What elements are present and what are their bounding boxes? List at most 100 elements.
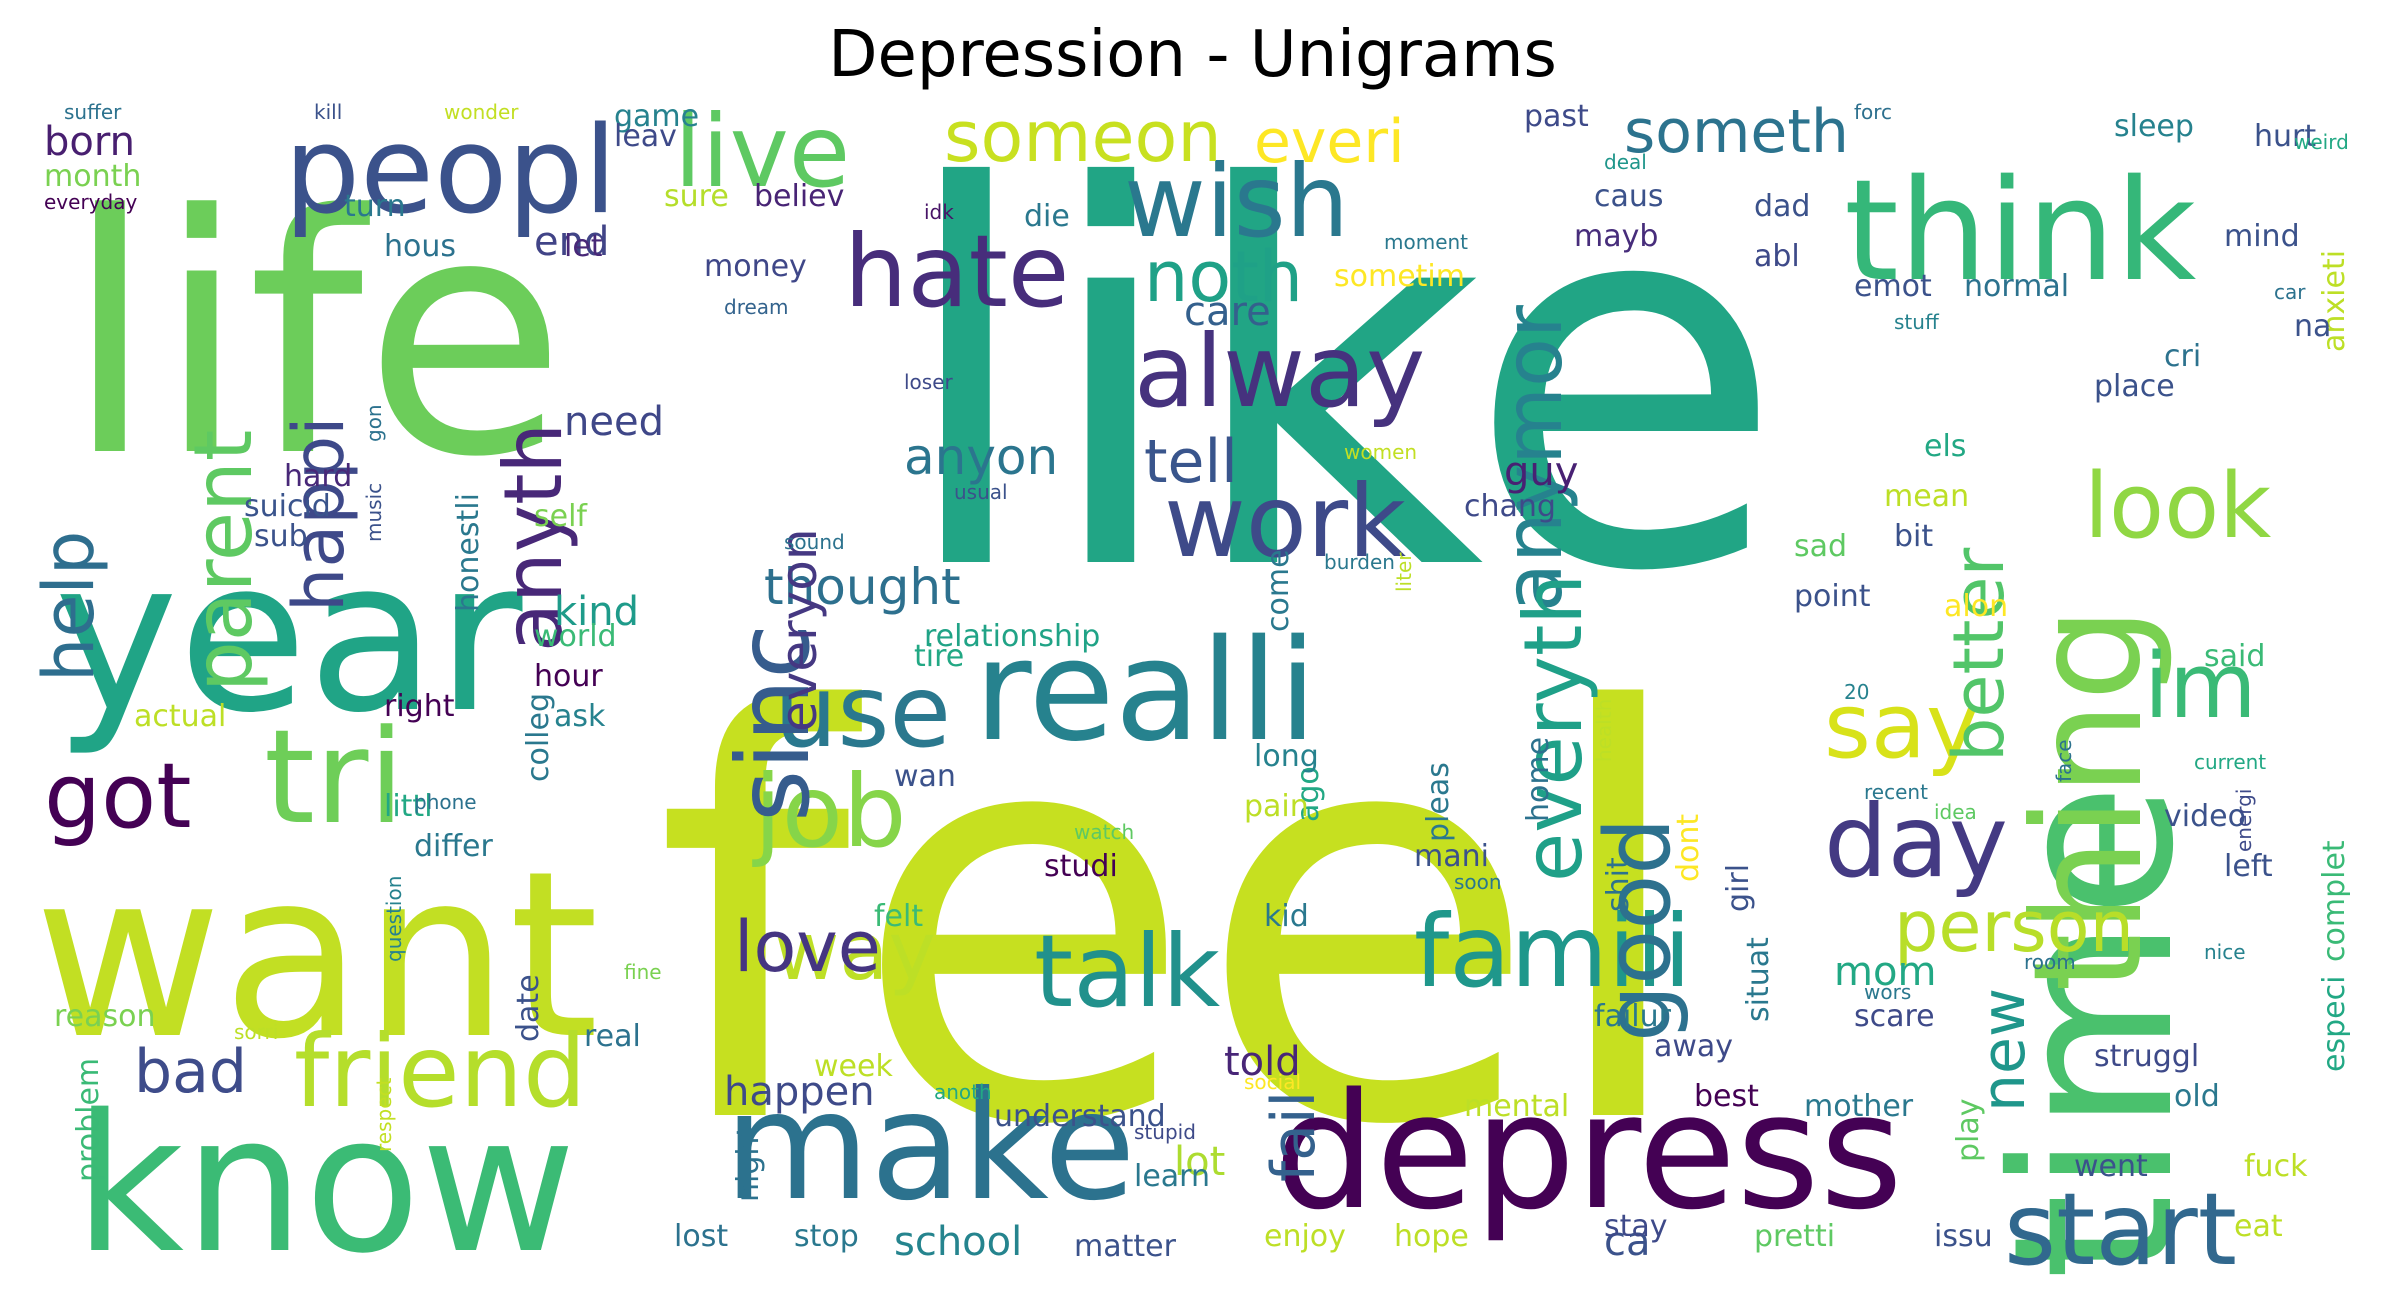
word-hurt: hurt (2254, 119, 2317, 154)
word-women: women (1344, 440, 1418, 464)
word-past: past (1524, 102, 1589, 134)
word-parent: parent (177, 429, 270, 692)
word-school: school (894, 1219, 1023, 1265)
word-long: long (1254, 739, 1319, 774)
word-video: video (2164, 799, 2246, 834)
word-felt: felt (874, 899, 924, 934)
word-say: say (1824, 674, 1980, 779)
word-ca: ca (1604, 1219, 1651, 1265)
word-noth: noth (1144, 236, 1304, 318)
word-littl: littl (384, 789, 433, 824)
word-kind: kind (554, 589, 640, 635)
word-liter: liter (1392, 552, 1416, 592)
word-born: born (44, 119, 135, 165)
word-dad: dad (1754, 189, 1811, 224)
word-day: day (1824, 783, 2008, 900)
word-forc: forc (1854, 102, 1893, 124)
word-mean: mean (1884, 479, 1970, 514)
word-learn: learn (1134, 1159, 1210, 1194)
word-told: told (1224, 1039, 1301, 1085)
word-colleg: colleg (521, 692, 556, 782)
word-life: life (64, 145, 567, 529)
word-best: best (1694, 1079, 1759, 1114)
word-normal: normal (1964, 269, 2070, 304)
word-loser: loser (904, 370, 953, 394)
word-phone: phone (414, 790, 477, 814)
word-fine: fine (624, 960, 662, 984)
word-happen: happen (724, 1069, 875, 1115)
word-deal: deal (1604, 150, 1647, 174)
word-20: 20 (1844, 680, 1870, 704)
word-relationship: relationship (924, 619, 1101, 654)
word-fuck: fuck (2244, 1149, 2308, 1184)
word-right: right (384, 689, 455, 724)
word-chang: chang (1464, 489, 1556, 524)
word-someth: someth (1624, 102, 1849, 167)
word-complet: complet (2317, 840, 2350, 962)
word-old: old (2174, 1079, 2220, 1114)
word-hour: hour (534, 659, 603, 694)
word-help: help (34, 530, 110, 682)
word-issu: issu (1934, 1219, 1993, 1254)
word-energi: energi (2232, 788, 2256, 852)
word-idea: idea (1934, 800, 1977, 824)
word-understand: understand (994, 1099, 1166, 1134)
word-game: game (614, 102, 700, 134)
word-pain: pain (1244, 789, 1309, 824)
word-bit: bit (1894, 519, 1934, 554)
word-job: job (754, 753, 907, 870)
word-care: care (1184, 289, 1271, 335)
word-wish: wish (1124, 143, 1350, 260)
word-need: need (564, 399, 664, 445)
word-die: die (1024, 199, 1070, 234)
word-said: said (2204, 639, 2266, 674)
word-place: place (2094, 369, 2175, 404)
word-ask: ask (554, 699, 606, 734)
word-anyon: anyon (904, 428, 1059, 486)
word-anoth: anoth (934, 1080, 992, 1104)
word-wors: wors (1864, 980, 1912, 1004)
word-guy: guy (1504, 449, 1579, 495)
word-recent: recent (1864, 780, 1928, 804)
word-left: left (2224, 849, 2273, 884)
word-current: current (2194, 750, 2267, 774)
word-use: use (774, 653, 952, 770)
word-better: better (1938, 547, 2020, 762)
word-problem: problem (71, 1057, 106, 1182)
word-girl: girl (1721, 863, 1756, 912)
word-honestli: honestli (451, 493, 486, 612)
word-went: went (2074, 1149, 2148, 1184)
word-play: play (1951, 1098, 1986, 1162)
word-struggl: struggl (2094, 1039, 2200, 1074)
word-lot: lot (1174, 1139, 1226, 1185)
word-point: point (1794, 579, 1871, 614)
word-respect: respect (372, 1077, 396, 1152)
word-caus: caus (1594, 179, 1664, 214)
word-sometim: sometim (1334, 259, 1465, 294)
word-everi: everi (1254, 107, 1405, 177)
word-mind: mind (2224, 219, 2300, 254)
word-idk: idk (924, 200, 954, 224)
word-everyon: everyon (770, 528, 828, 732)
word-make: make (724, 1060, 1136, 1234)
word-moment: moment (1384, 230, 1469, 254)
word-night: night (731, 1124, 766, 1202)
word-sure: sure (664, 179, 729, 214)
word-want: want (34, 823, 600, 1090)
word-cri: cri (2164, 339, 2202, 374)
word-dream: dream (724, 295, 789, 319)
word-sub: sub (254, 519, 308, 554)
word-year: year (54, 514, 523, 759)
word-reason: reason (54, 999, 156, 1034)
word-sound: sound (784, 530, 845, 554)
word-away: away (1654, 1029, 1734, 1064)
word-hope: hope (1394, 1219, 1469, 1254)
word-hard: hard (284, 459, 353, 494)
word-kill: kill (314, 102, 343, 124)
word-na: na (2294, 309, 2332, 344)
word-money: money (704, 249, 807, 284)
word-matter: matter (1074, 1229, 1176, 1264)
word-pleas: pleas (1421, 762, 1456, 842)
word-enjoy: enjoy (1264, 1219, 1346, 1254)
word-els: els (1924, 429, 1967, 464)
